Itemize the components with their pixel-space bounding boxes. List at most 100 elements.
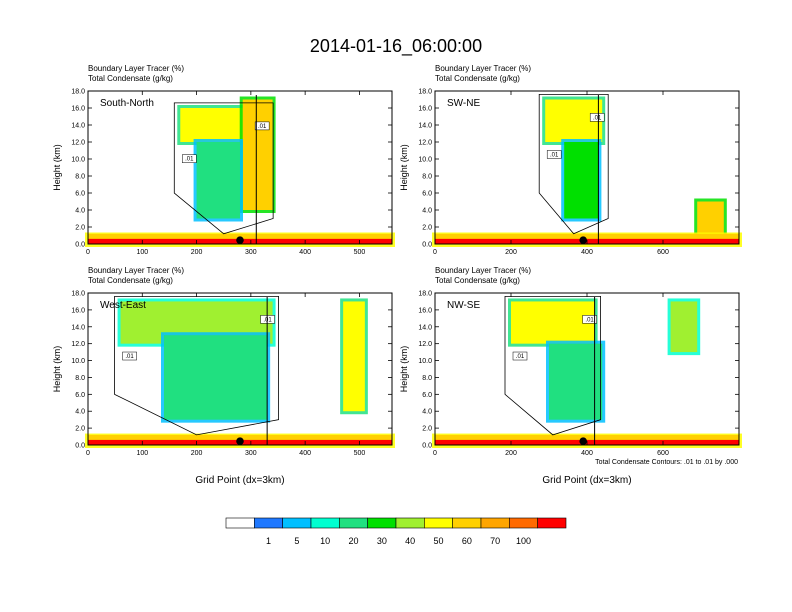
boundary-layer-band	[435, 233, 739, 239]
colorbar-swatch	[225, 517, 255, 529]
panel-header-condensate: Total Condensate (g/kg)	[435, 74, 520, 83]
contour-label: .01	[258, 124, 267, 130]
colorbar-label: 70	[490, 536, 500, 546]
y-tick-label: 4.0	[75, 208, 85, 215]
colorbar-swatch	[367, 517, 397, 529]
y-tick-label: 14.0	[418, 123, 432, 130]
panel-header-tracer: Boundary Layer Tracer (%)	[435, 266, 531, 275]
y-tick-label: 14.0	[71, 324, 85, 331]
location-marker	[236, 437, 244, 446]
y-tick-label: 12.0	[71, 140, 85, 147]
panel-south-north: Boundary Layer Tracer (%)Total Condensat…	[52, 64, 395, 256]
panel-title: South-North	[100, 98, 154, 109]
tracer-region	[670, 301, 698, 353]
contour-note: Total Condensate Contours: .01 to .01 by…	[595, 459, 738, 466]
y-tick-label: 0.0	[422, 242, 432, 249]
y-tick-label: 2.0	[422, 225, 432, 232]
location-marker	[236, 236, 244, 244]
colorbar-swatch	[424, 517, 453, 529]
contour-label-box	[254, 121, 270, 131]
x-axis-label: Grid Point (dx=3km)	[195, 475, 284, 486]
y-axis-label: Height (km)	[399, 346, 409, 393]
plot-frame	[87, 292, 393, 446]
panel-header-tracer: Boundary Layer Tracer (%)	[435, 64, 531, 73]
tracer-region	[511, 301, 595, 344]
boundary-layer-band	[88, 233, 392, 239]
colorbar-swatch	[395, 517, 425, 529]
y-tick-label: 14.0	[71, 123, 85, 130]
x-tick-label: 200	[505, 249, 517, 256]
x-tick-label: 100	[136, 249, 148, 256]
y-axis-label: Height (km)	[52, 346, 62, 393]
y-tick-label: 2.0	[422, 426, 432, 433]
y-tick-label: 18.0	[71, 291, 85, 298]
y-tick-label: 10.0	[71, 358, 85, 365]
contour-label: .01	[593, 115, 602, 121]
y-tick-label: 8.0	[422, 174, 432, 181]
y-tick-label: 10.0	[71, 157, 85, 164]
contour-label-box	[589, 113, 605, 122]
colorbar-label: 30	[377, 536, 387, 546]
y-tick-label: 8.0	[75, 375, 85, 382]
y-tick-label: 2.0	[75, 426, 85, 433]
panel-title: SW-NE	[447, 98, 480, 109]
y-tick-label: 2.0	[75, 225, 85, 232]
y-tick-label: 16.0	[71, 307, 85, 314]
y-tick-label: 4.0	[422, 208, 432, 215]
x-tick-label: 300	[245, 249, 257, 256]
x-axis-label: Grid Point (dx=3km)	[542, 475, 631, 486]
tracer-region	[549, 343, 603, 420]
contour-label: .01	[125, 354, 134, 360]
contour-label-box	[512, 351, 528, 361]
colorbar-label: 50	[433, 536, 443, 546]
y-tick-label: 10.0	[418, 157, 432, 164]
y-tick-label: 14.0	[418, 324, 432, 331]
y-tick-label: 16.0	[418, 307, 432, 314]
y-axis-label: Height (km)	[399, 144, 409, 191]
y-tick-label: 4.0	[75, 409, 85, 416]
x-tick-label: 0	[86, 249, 90, 256]
contour-label-box	[546, 150, 562, 159]
colorbar-label: 1	[266, 536, 271, 546]
x-tick-label: 100	[136, 450, 148, 457]
condensate-contour	[504, 295, 601, 436]
tracer-region	[196, 142, 240, 219]
y-tick-label: 6.0	[75, 392, 85, 399]
y-tick-label: 4.0	[422, 409, 432, 416]
colorbar-swatch	[537, 517, 567, 529]
panel-nw-se: Boundary Layer Tracer (%)Total Condensat…	[399, 266, 742, 486]
colorbar-label: 5	[294, 536, 299, 546]
tracer-region	[164, 335, 268, 420]
panel-header-tracer: Boundary Layer Tracer (%)	[88, 64, 184, 73]
y-tick-label: 16.0	[418, 106, 432, 113]
x-tick-label: 200	[191, 450, 203, 457]
colorbar-label: 40	[405, 536, 415, 546]
panel-header-condensate: Total Condensate (g/kg)	[435, 276, 520, 285]
panel-title: NW-SE	[447, 300, 480, 311]
x-tick-label: 400	[299, 450, 311, 457]
contour-label: .01	[516, 354, 525, 360]
panel-header-tracer: Boundary Layer Tracer (%)	[88, 266, 184, 275]
y-tick-label: 6.0	[422, 392, 432, 399]
y-tick-label: 16.0	[71, 106, 85, 113]
figure-title: 2014-01-16_06:00:00	[310, 36, 482, 57]
y-tick-label: 12.0	[418, 140, 432, 147]
colorbar-swatch	[254, 517, 283, 529]
colorbar-swatch	[452, 517, 482, 529]
contour-label-box	[582, 315, 597, 324]
panel-header-condensate: Total Condensate (g/kg)	[88, 74, 173, 83]
x-tick-label: 0	[433, 450, 437, 457]
tracer-region	[564, 142, 599, 219]
y-tick-label: 6.0	[422, 191, 432, 198]
x-tick-label: 200	[191, 249, 203, 256]
y-tick-label: 18.0	[71, 89, 85, 96]
colorbar-label: 60	[462, 536, 472, 546]
location-marker	[579, 437, 587, 446]
x-tick-label: 400	[581, 249, 593, 256]
condensate-contour	[538, 94, 609, 235]
y-tick-label: 10.0	[418, 358, 432, 365]
colorbar-swatch	[509, 517, 538, 529]
tracer-region	[343, 301, 365, 412]
x-tick-label: 500	[354, 249, 366, 256]
